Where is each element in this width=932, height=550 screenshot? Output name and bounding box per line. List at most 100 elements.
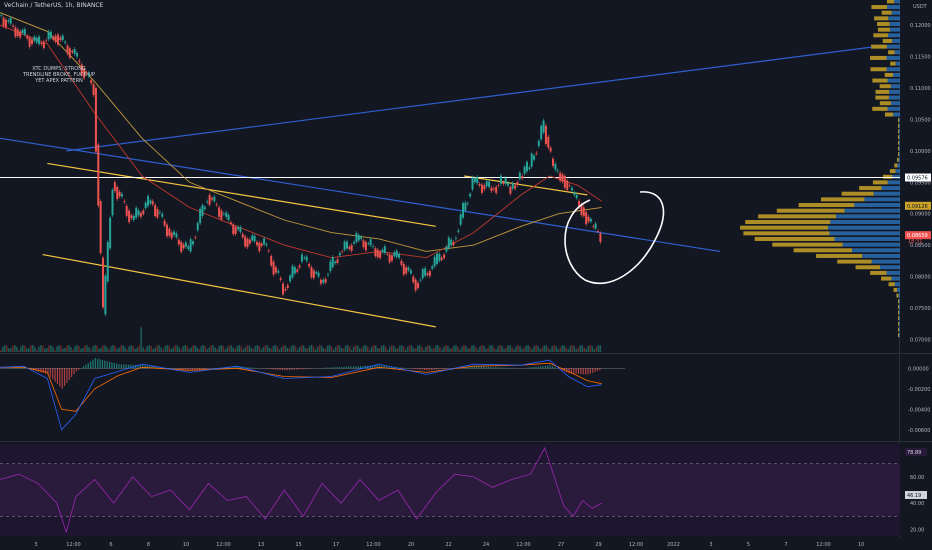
volume-bar <box>517 345 519 352</box>
candle-body <box>556 170 559 172</box>
volume-bar <box>505 347 507 352</box>
volume-bar <box>469 347 471 352</box>
volume-bar <box>421 346 423 352</box>
time-axis-tick: 8 <box>147 542 150 548</box>
volume-bar <box>360 348 363 352</box>
candle-body <box>30 39 33 45</box>
volume-bar <box>262 347 265 352</box>
volume-bar <box>374 345 377 352</box>
macd-histogram-bar <box>45 368 47 374</box>
volume-bar <box>543 345 545 352</box>
candle-body <box>40 42 43 45</box>
volume-bar <box>120 345 122 352</box>
candle-body <box>220 210 223 220</box>
volume-profile-bar <box>892 174 900 179</box>
candle-body <box>348 246 351 250</box>
volume-bar <box>158 345 160 352</box>
mid-level-price-tag-bg <box>905 201 931 210</box>
macd-histogram-bar <box>502 367 504 369</box>
volume-bar <box>72 349 74 352</box>
macd-histogram-bar <box>549 365 551 369</box>
volume-bar <box>330 346 333 352</box>
volume-bar <box>358 348 361 352</box>
volume-profile-bar <box>880 265 900 270</box>
volume-profile-bar <box>888 33 900 38</box>
candle-body <box>203 207 206 209</box>
candle-body <box>592 226 595 228</box>
volume-profile-bar <box>895 169 900 174</box>
volume-profile-bar <box>899 304 900 309</box>
volume-bar <box>385 346 387 352</box>
volume-bar <box>308 345 311 352</box>
candle-body <box>317 272 320 277</box>
volume-bar <box>96 345 98 352</box>
candle-body <box>0 15 3 17</box>
candle-body <box>379 251 382 258</box>
volume-bar <box>204 346 207 352</box>
volume-bar <box>176 345 178 352</box>
macd-histogram-bar <box>99 359 101 369</box>
volume-profile-bar <box>886 44 900 49</box>
macd-histogram-bar <box>473 366 475 369</box>
candle-body <box>570 187 573 191</box>
volume-profile-bar <box>899 135 900 140</box>
volume-profile-bar <box>842 242 900 247</box>
volume-bar <box>581 345 584 352</box>
macd-histogram-bar <box>381 365 383 369</box>
candle-body <box>447 237 450 249</box>
candle-body <box>125 205 128 216</box>
volume-profile-bar <box>890 61 896 66</box>
volume-bar <box>555 346 557 352</box>
volume-bar <box>238 345 241 352</box>
candle-body <box>409 270 412 274</box>
candle-body <box>499 175 502 184</box>
mid-level-price-tag: 0.09126 <box>907 204 928 210</box>
candle-body <box>450 239 453 246</box>
volume-bar <box>74 346 76 352</box>
volume-bar <box>451 347 453 352</box>
volume-bar <box>170 349 172 352</box>
volume-bar <box>372 345 375 352</box>
volume-bar <box>54 349 56 352</box>
macd-histogram-bar <box>419 368 421 370</box>
volume-profile-bar <box>887 180 900 185</box>
candle-body <box>66 45 69 54</box>
volume-bar <box>26 348 28 352</box>
volume-bar <box>449 348 451 352</box>
macd-histogram-bar <box>16 367 18 369</box>
price-axis-tick: 0.07500 <box>910 306 931 312</box>
macd-histogram-bar <box>182 368 184 370</box>
candle-body <box>331 256 334 268</box>
volume-bar <box>499 345 501 352</box>
volume-profile-bar <box>896 293 899 298</box>
candle-body <box>554 163 557 170</box>
candle-body <box>12 25 15 27</box>
volume-bar <box>553 345 555 352</box>
volume-bar <box>192 345 195 352</box>
volume-bar <box>250 347 253 352</box>
macd-histogram-bar <box>279 368 281 370</box>
candle-body <box>504 178 507 184</box>
volume-bar <box>559 347 561 352</box>
volume-profile-bar <box>888 16 900 21</box>
macd-histogram-bar <box>298 368 300 370</box>
macd-histogram-bar <box>73 368 75 375</box>
macd-histogram-bar <box>438 368 440 370</box>
volume-profile-bar <box>899 299 900 304</box>
volume-profile-bar <box>886 67 900 72</box>
candle-body <box>199 208 202 224</box>
macd-histogram-bar <box>423 368 426 371</box>
volume-bar <box>48 345 50 352</box>
candle-body <box>182 244 185 249</box>
candle-body <box>59 37 62 41</box>
macd-histogram-bar <box>198 368 201 370</box>
time-axis-tick: 10 <box>858 542 864 548</box>
volume-bar <box>585 349 588 352</box>
volume-bar <box>501 345 503 352</box>
volume-bar <box>477 349 479 352</box>
macd-histogram-bar <box>589 368 591 374</box>
volume-profile-bar <box>877 22 890 26</box>
volume-bar <box>419 345 421 352</box>
macd-histogram-bar <box>97 358 99 369</box>
